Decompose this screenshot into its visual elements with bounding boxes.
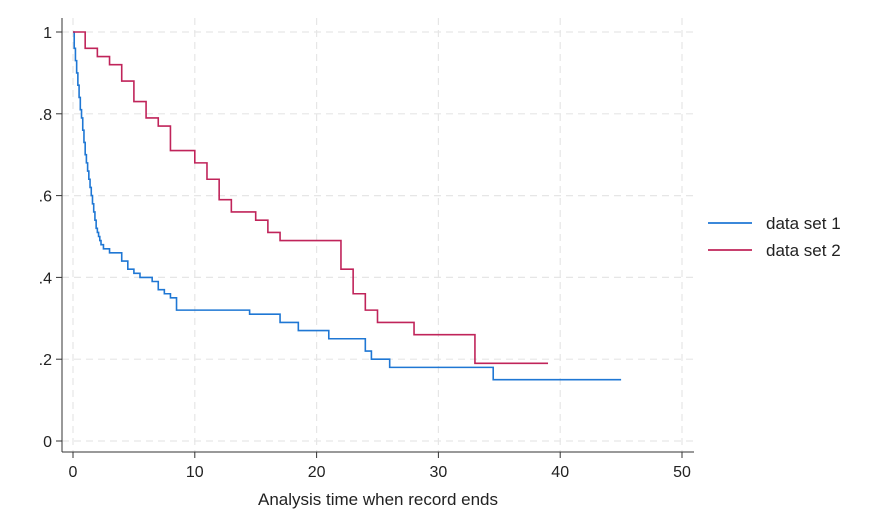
series-layer [73,31,622,381]
x-tick-label: 0 [69,464,78,481]
y-tick-label: .2 [39,352,52,369]
x-tick-label: 40 [551,464,569,481]
x-tick-label: 10 [186,464,204,481]
legend-label-1: data set 1 [766,214,841,233]
legend: data set 1 data set 2 [708,214,841,260]
grid [62,18,694,452]
x-tick-label: 50 [673,464,691,481]
y-tick-label: 0 [43,434,52,451]
x-axis-title: Analysis time when record ends [258,490,498,509]
y-tick-label: .8 [39,107,52,124]
y-tick-label: .4 [39,270,52,287]
series-line-2 [73,31,549,365]
axes [61,18,694,453]
x-tick-label: 30 [430,464,448,481]
series-line-1 [73,31,622,381]
y-tick-label: 1 [43,25,52,42]
y-tick-label: .6 [39,189,52,206]
legend-label-2: data set 2 [766,241,841,260]
x-tick-label: 20 [308,464,326,481]
ticks: 0.2.4.6.810 10 20 30 40 50 [39,25,691,481]
